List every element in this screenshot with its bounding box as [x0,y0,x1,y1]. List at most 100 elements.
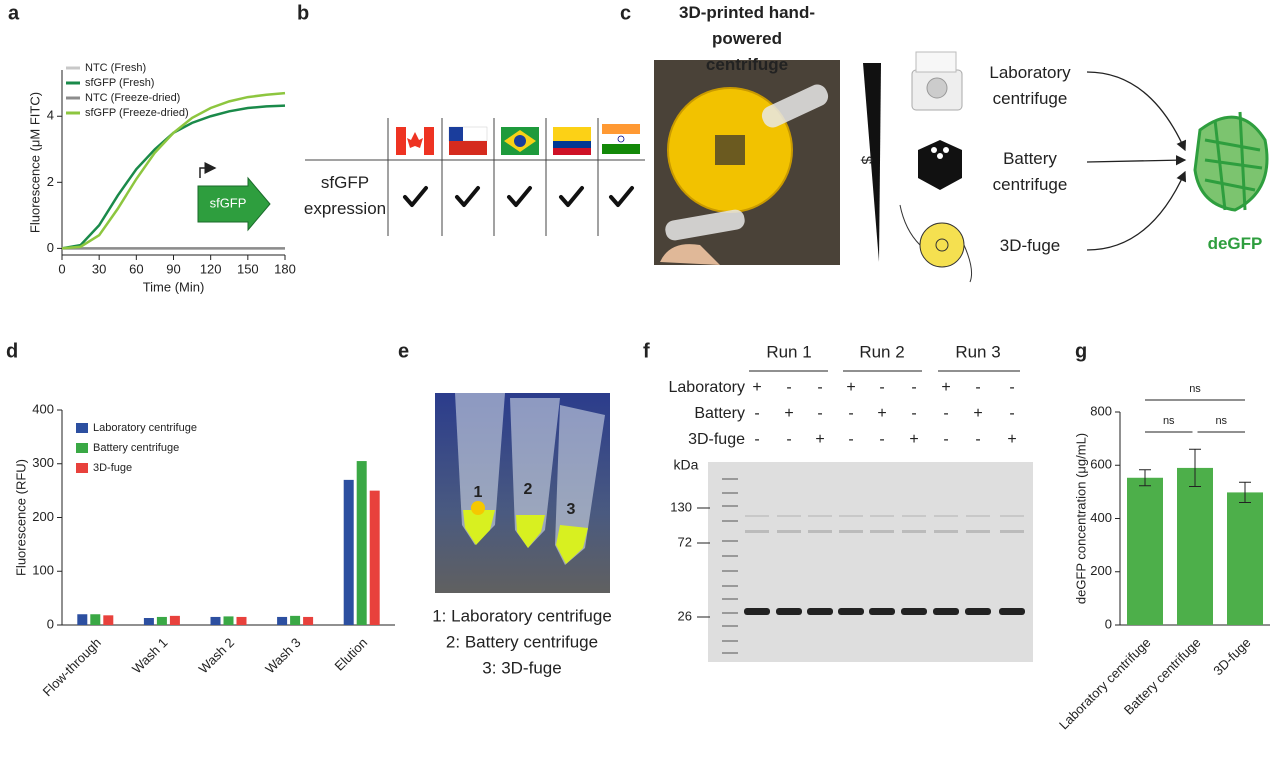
tube-photo [435,393,610,593]
y-axis-label: deGFP concentration (μg/mL) [1073,433,1088,604]
bar [1227,492,1263,625]
legend-label: sfGFP (Fresh) [85,77,154,89]
y-tick-label: 2 [47,174,54,189]
flag-colombia [553,127,591,155]
significance-label: ns [1163,415,1175,427]
bar [143,618,154,625]
tube-label: 1 [474,484,483,501]
photo-legend: 1: Laboratory centrifuge [432,606,612,625]
ladder-band [722,640,738,642]
series-line [61,91,286,250]
gel-band-faint [1000,530,1024,533]
gel-band [933,608,959,615]
significance-label: ns [1189,383,1201,395]
x-tick-label: 180 [274,261,296,276]
legend-swatch [76,423,88,433]
flag-chile [448,126,488,155]
panel-label: a [8,2,20,24]
gel-band-faint [808,515,832,517]
y-tick-label: 400 [1090,510,1112,525]
condition-label: Laboratory [669,379,746,396]
bar [1127,477,1163,625]
legend-swatch [76,443,88,453]
x-tick-label: 3D-fuge [1210,635,1253,678]
ladder-band [722,598,738,600]
y-tick-label: 600 [1090,457,1112,472]
y-tick-label: 400 [32,401,54,416]
ladder-band [722,505,738,507]
gel-band [807,608,833,615]
marker-label: 26 [678,608,692,623]
x-tick-label: 30 [92,261,106,276]
tube-label: 2 [524,481,533,498]
gel-band-faint [777,515,801,517]
condition-sign: - [817,405,822,422]
marker-label: 72 [678,534,692,549]
method-label: Laboratory centrifuge [989,63,1071,108]
y-tick-label: 200 [1090,563,1112,578]
condition-sign: + [815,431,824,448]
icon-3d-fuge [899,204,972,283]
condition-sign: - [879,431,884,448]
centrifuge-photo [654,60,840,265]
error-bar [1189,448,1201,488]
cost-wedge [863,63,881,262]
bar [210,616,221,625]
gel-band-faint [934,530,958,533]
bar [303,616,314,625]
bar [1177,467,1213,625]
legend-label: sfGFP (Freeze-dried) [85,107,189,119]
condition-sign: - [911,379,916,396]
gel-band-faint [1000,515,1024,517]
legend-label: Laboratory centrifuge [93,422,197,434]
photo-legend: 3: 3D-fuge [482,658,561,677]
method-label: 3D-fuge [999,236,1061,255]
condition-sign: - [975,379,980,396]
check-marks [403,186,634,207]
gene-label: sfGFP [210,195,247,210]
run-label: Run 1 [766,342,811,361]
condition-sign: - [943,431,948,448]
condition-sign: - [848,431,853,448]
run-label: Run 2 [859,342,904,361]
panel-label: e [398,340,409,362]
bar [356,461,367,625]
panel-title: 3D-printed hand-powered centrifuge [679,3,815,74]
x-tick-label: 120 [200,261,222,276]
method-label: Battery centrifuge [992,149,1068,194]
y-axis-label: Fluorescence (μM FITC) [27,92,42,233]
gel-band [999,608,1025,615]
condition-sign: - [879,379,884,396]
gel-band [776,608,802,615]
bar [369,490,380,625]
error-bar [1239,481,1251,504]
bar [103,615,114,625]
condition-sign: - [1009,379,1014,396]
x-tick-label: Wash 2 [196,635,237,676]
bar [77,614,88,625]
legend-label: NTC (Fresh) [85,62,146,74]
row-label: sfGFP expression [303,173,387,218]
arrows [1086,71,1187,251]
marker-label: 130 [670,499,692,514]
y-axis-label: Fluorescence (RFU) [13,459,28,576]
x-tick-label: 150 [237,261,259,276]
ladder-band [722,612,738,614]
gel-band-faint [870,530,894,533]
gel-band [744,608,770,615]
ladder-band [722,570,738,572]
panel-label: c [620,2,631,24]
gel-band-faint [745,530,769,533]
x-tick-label: Wash 3 [262,635,303,676]
gel-band-faint [902,530,926,533]
condition-sign: - [911,405,916,422]
ladder-band [722,492,738,494]
condition-sign: - [754,405,759,422]
condition-sign: + [941,379,950,396]
condition-sign: - [786,431,791,448]
x-tick-label: 60 [129,261,143,276]
gel-band-faint [745,515,769,517]
y-tick-label: 800 [1090,403,1112,418]
ladder-band [722,555,738,557]
gel-band-faint [966,515,990,517]
